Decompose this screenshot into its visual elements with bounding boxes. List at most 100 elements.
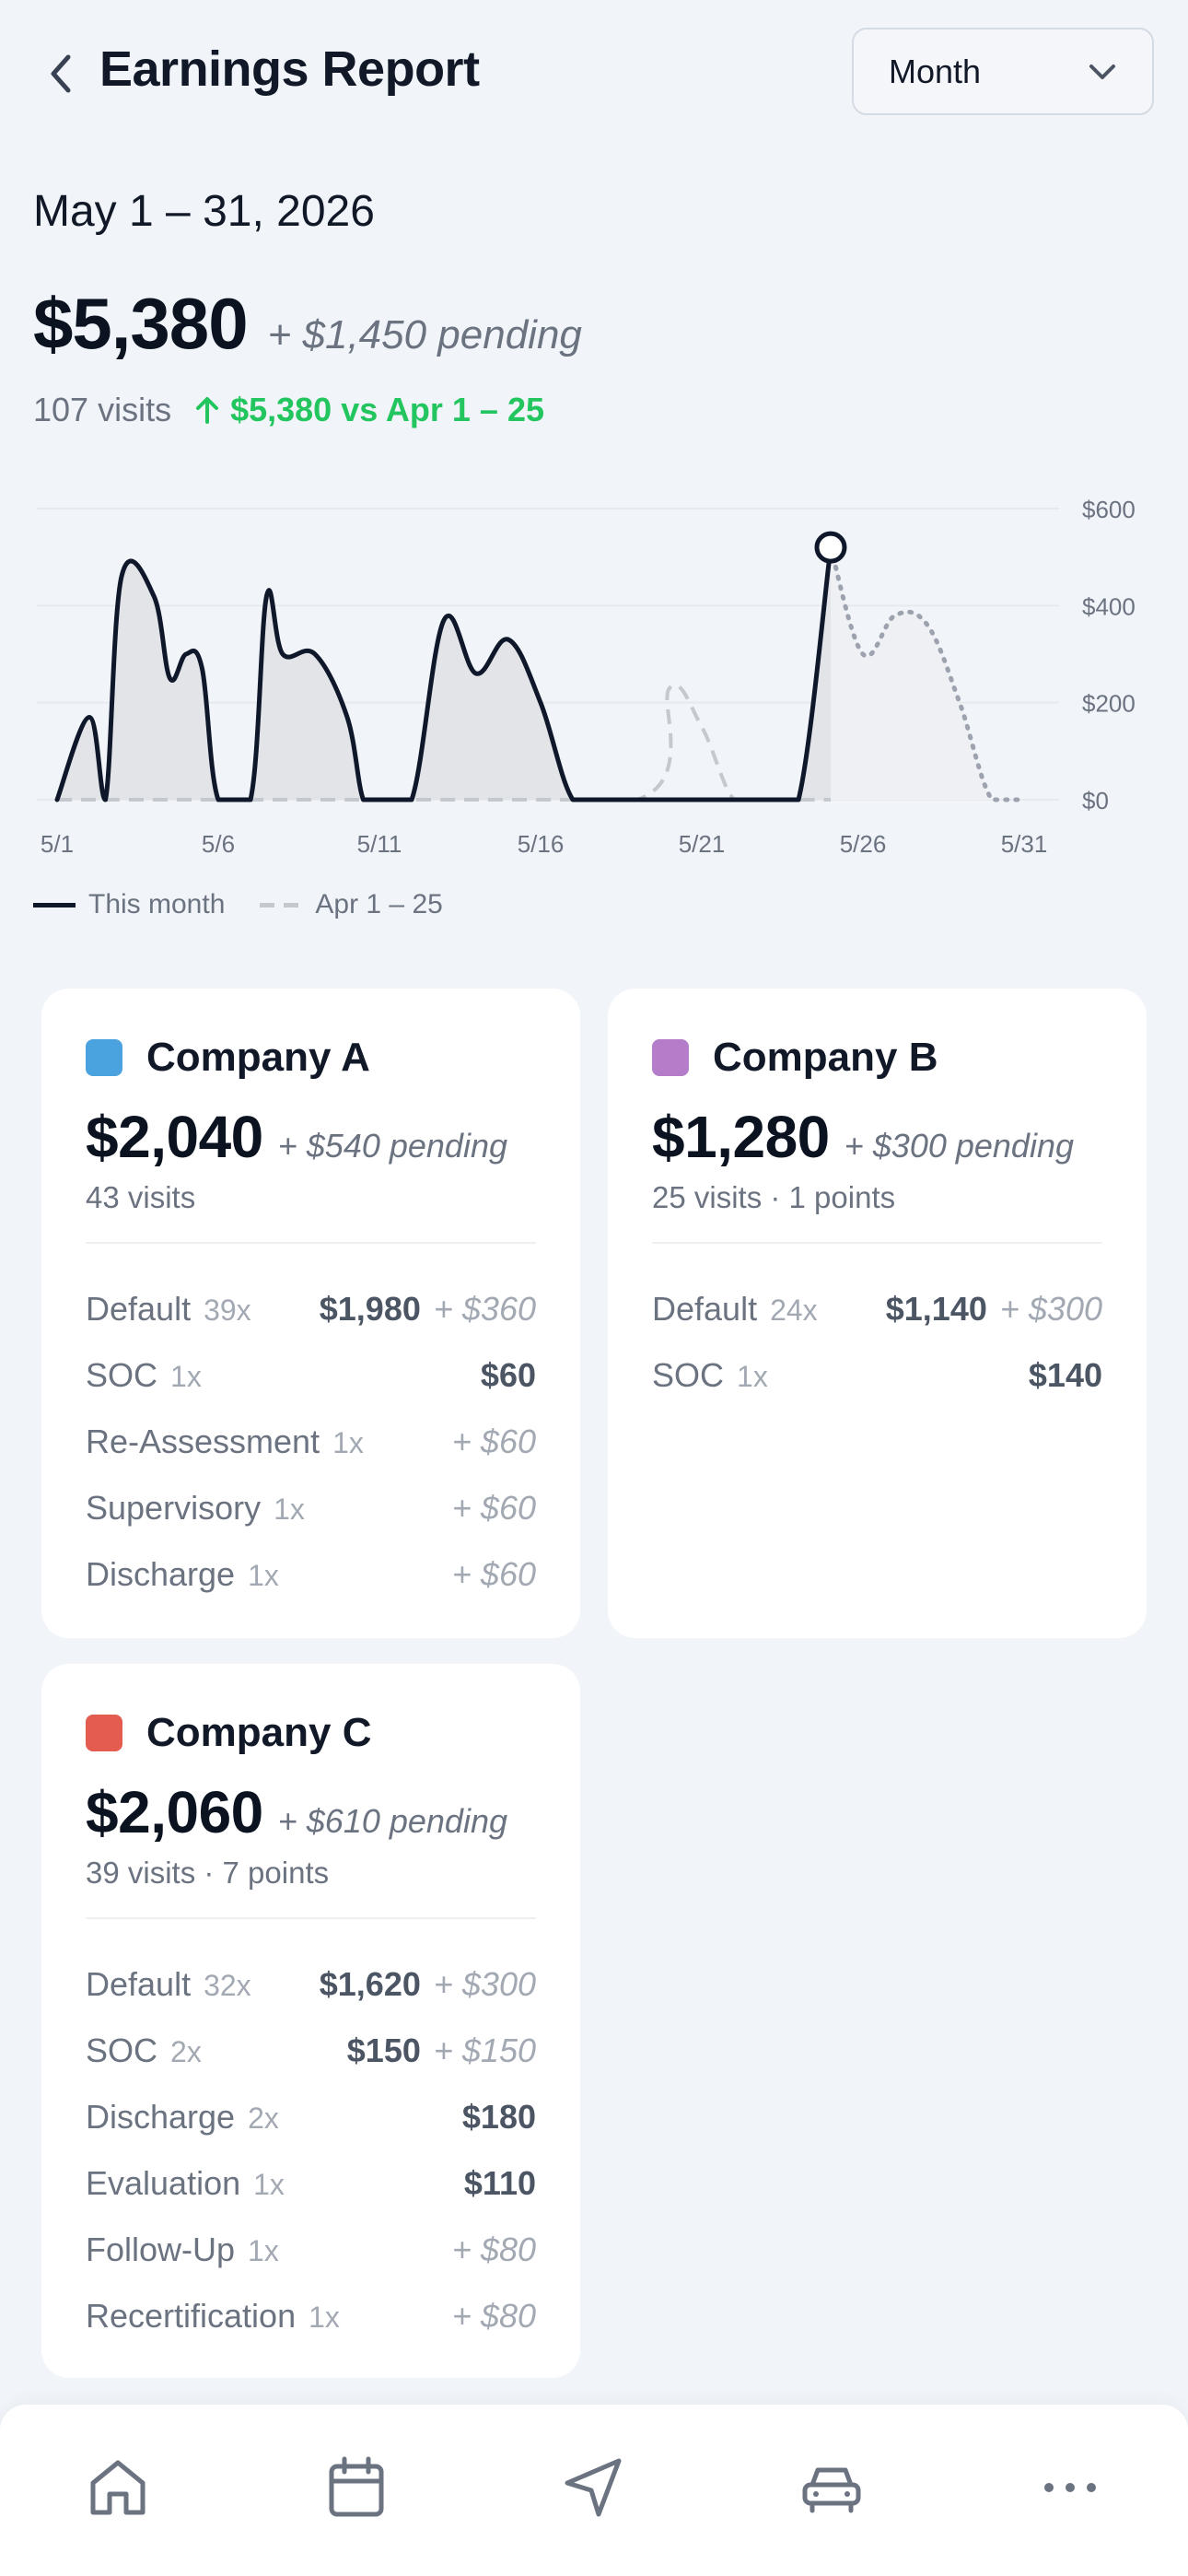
company-card-c[interactable]: Company C $2,060 + $610 pending 39 visits ·… <box>41 1664 580 2378</box>
legend-item-previous: Apr 1 – 25 <box>260 889 443 920</box>
company-color-swatch <box>652 1039 689 1076</box>
comparison: $5,380 vs Apr 1 – 25 <box>195 391 544 429</box>
y-tick-label: $0 <box>1082 787 1109 814</box>
visit-type-pending: + $60 <box>451 1423 536 1460</box>
header: Earnings Report Month <box>0 0 1188 147</box>
legend-label: This month <box>88 889 226 919</box>
chart-legend: This month Apr 1 – 25 <box>33 889 478 920</box>
visit-type-count: 1x <box>248 1559 279 1592</box>
legend-swatch-dashed <box>260 902 303 907</box>
area-projected <box>831 547 1024 800</box>
date-range: May 1 – 31, 2026 <box>33 187 375 236</box>
visit-type-label: Discharge <box>86 2098 236 2136</box>
area-this-month <box>57 547 831 800</box>
x-tick-label: 5/1 <box>41 830 74 858</box>
visit-type-amount: $60 <box>480 1356 536 1394</box>
visit-type-row: Supervisory 1x + $60 <box>86 1475 536 1541</box>
total-earnings: $5,380 + $1,450 pending <box>33 282 582 366</box>
visit-type-row: Default 32x $1,620 + $300 <box>86 1951 536 2018</box>
visit-type-label: Default <box>86 1965 192 2003</box>
series-line-this-month <box>54 544 833 802</box>
company-card-b[interactable]: Company B $1,280 + $300 pending 25 visits ·… <box>608 989 1147 1638</box>
more-icon <box>1044 2483 1096 2492</box>
visit-type-row: Default 39x $1,980 + $360 <box>86 1276 536 1342</box>
nav-calendar[interactable] <box>320 2451 393 2524</box>
visit-type-row: Follow-Up 1x + $80 <box>86 2217 536 2283</box>
y-tick-label: $400 <box>1082 592 1136 620</box>
visit-type-count: 1x <box>737 1360 768 1393</box>
card-header: Company B <box>652 1035 938 1081</box>
visit-type-pending: + $300 <box>999 1290 1102 1328</box>
visit-type-label: SOC <box>652 1356 725 1394</box>
legend-label: Apr 1 – 25 <box>315 889 443 919</box>
visit-type-list: Default 32x $1,620 + $300 SOC 2x $150 + $150 Dis… <box>86 1951 536 2349</box>
back-button[interactable] <box>41 46 81 101</box>
visit-type-row: Recertification 1x + $80 <box>86 2283 536 2349</box>
company-pending: + $540 pending <box>277 1127 507 1165</box>
company-visits: 39 visits · 7 points <box>86 1856 330 1890</box>
visit-type-count: 1x <box>253 2168 285 2201</box>
y-tick-label: $600 <box>1082 496 1136 523</box>
nav-more[interactable] <box>1033 2451 1107 2524</box>
home-icon <box>90 2460 146 2515</box>
visit-type-count: 32x <box>204 1969 251 2002</box>
company-amount: $2,040 <box>86 1104 263 1170</box>
arrow-up-icon <box>196 397 219 424</box>
company-pending: + $300 pending <box>844 1127 1074 1165</box>
navigation-icon <box>565 2458 622 2517</box>
visit-type-pending: + $360 <box>433 1290 536 1328</box>
visit-type-pending: + $80 <box>451 2231 536 2268</box>
series-line-previous <box>57 683 831 802</box>
visit-type-amount: $1,620 <box>319 1965 421 2003</box>
bottom-nav <box>0 2405 1188 2576</box>
visit-type-row: Discharge 2x $180 <box>86 2084 536 2150</box>
x-tick-label: 5/6 <box>202 830 235 858</box>
company-color-swatch <box>86 1715 122 1751</box>
current-point-marker <box>814 531 847 564</box>
x-tick-label: 5/21 <box>679 830 726 858</box>
visit-type-label: Follow-Up <box>86 2231 236 2268</box>
visit-type-amount: $1,980 <box>319 1290 421 1328</box>
visit-type-list: Default 39x $1,980 + $360 SOC 1x $60 Re-Assessm… <box>86 1276 536 1608</box>
visit-type-label: Supervisory <box>86 1489 262 1527</box>
period-select[interactable]: Month <box>852 28 1154 115</box>
x-tick-label: 5/11 <box>357 830 402 858</box>
visit-type-count: 1x <box>309 2301 340 2334</box>
divider <box>86 1242 536 1244</box>
visits-count: 107 visits <box>33 391 172 428</box>
company-name: Company C <box>146 1710 372 1755</box>
visit-type-row: SOC 1x $60 <box>86 1342 536 1409</box>
visit-type-count: 1x <box>332 1426 364 1459</box>
nav-navigation[interactable] <box>557 2451 631 2524</box>
company-name: Company B <box>713 1035 938 1080</box>
car-icon <box>802 2467 861 2513</box>
legend-swatch-solid <box>33 902 76 907</box>
visit-type-pending: + $300 <box>433 1965 536 2003</box>
visit-type-label: Evaluation <box>86 2164 241 2202</box>
card-header: Company C <box>86 1710 371 1756</box>
company-visits: 25 visits · 1 points <box>652 1180 896 1214</box>
chevron-left-icon <box>51 54 71 93</box>
visit-type-amount: $1,140 <box>885 1290 987 1328</box>
nav-home[interactable] <box>81 2451 155 2524</box>
total-amount: $5,380 <box>33 283 249 364</box>
visit-type-row: Re-Assessment 1x + $60 <box>86 1409 536 1475</box>
company-pending: + $610 pending <box>277 1802 507 1840</box>
visit-type-count: 2x <box>248 2102 279 2135</box>
visit-type-amount: $110 <box>463 2164 536 2202</box>
visit-type-count: 1x <box>248 2234 279 2267</box>
visit-type-label: Default <box>652 1290 758 1328</box>
x-tick-label: 5/31 <box>1001 830 1048 858</box>
company-earnings: $2,060 + $610 pending <box>86 1778 507 1846</box>
page-title: Earnings Report <box>99 41 480 97</box>
visit-type-label: Re-Assessment <box>86 1423 320 1460</box>
visit-type-pending: + $60 <box>451 1555 536 1593</box>
nav-car[interactable] <box>795 2451 868 2524</box>
company-card-a[interactable]: Company A $2,040 + $540 pending 43 visits De… <box>41 989 580 1638</box>
visit-type-amount: $150 <box>346 2032 421 2069</box>
visit-type-count: 1x <box>170 1360 202 1393</box>
visit-type-pending: + $150 <box>433 2032 536 2069</box>
visit-type-row: Default 24x $1,140 + $300 <box>652 1276 1102 1342</box>
x-tick-label: 5/16 <box>518 830 565 858</box>
visit-type-count: 24x <box>770 1294 818 1327</box>
